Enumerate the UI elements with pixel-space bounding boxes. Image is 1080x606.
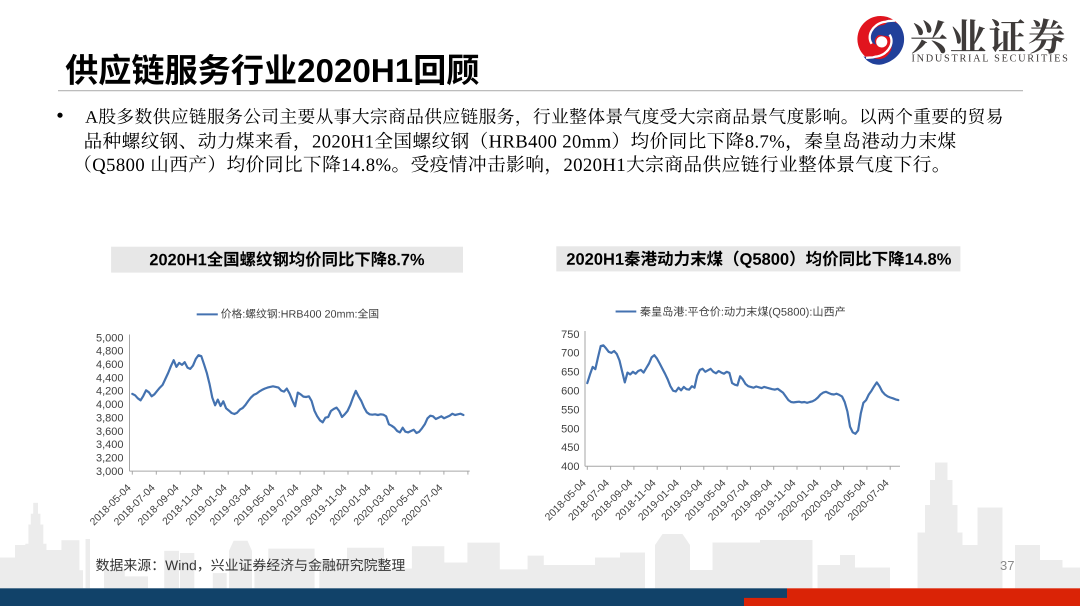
svg-text:3,000: 3,000 <box>96 466 124 478</box>
svg-text:4,400: 4,400 <box>96 372 124 384</box>
svg-text:4,000: 4,000 <box>96 399 124 411</box>
svg-text:4,800: 4,800 <box>96 346 124 358</box>
svg-text:3,600: 3,600 <box>96 426 124 438</box>
svg-text:600: 600 <box>561 386 579 398</box>
svg-text:37: 37 <box>1000 558 1014 573</box>
svg-text:4,600: 4,600 <box>96 359 124 371</box>
svg-text:3,200: 3,200 <box>96 453 124 465</box>
svg-text:4,200: 4,200 <box>96 386 124 398</box>
svg-text:5,000: 5,000 <box>96 332 124 344</box>
svg-text:550: 550 <box>561 404 579 416</box>
svg-text:INDUSTRIAL SECURITIES: INDUSTRIAL SECURITIES <box>912 54 1070 65</box>
svg-text:3,400: 3,400 <box>96 439 124 451</box>
svg-text:750: 750 <box>561 329 579 341</box>
svg-text:450: 450 <box>561 442 579 454</box>
svg-text:500: 500 <box>561 423 579 435</box>
svg-text:400: 400 <box>561 461 579 473</box>
svg-text:650: 650 <box>561 367 579 379</box>
svg-text:3,800: 3,800 <box>96 413 124 425</box>
svg-text:700: 700 <box>561 348 579 360</box>
